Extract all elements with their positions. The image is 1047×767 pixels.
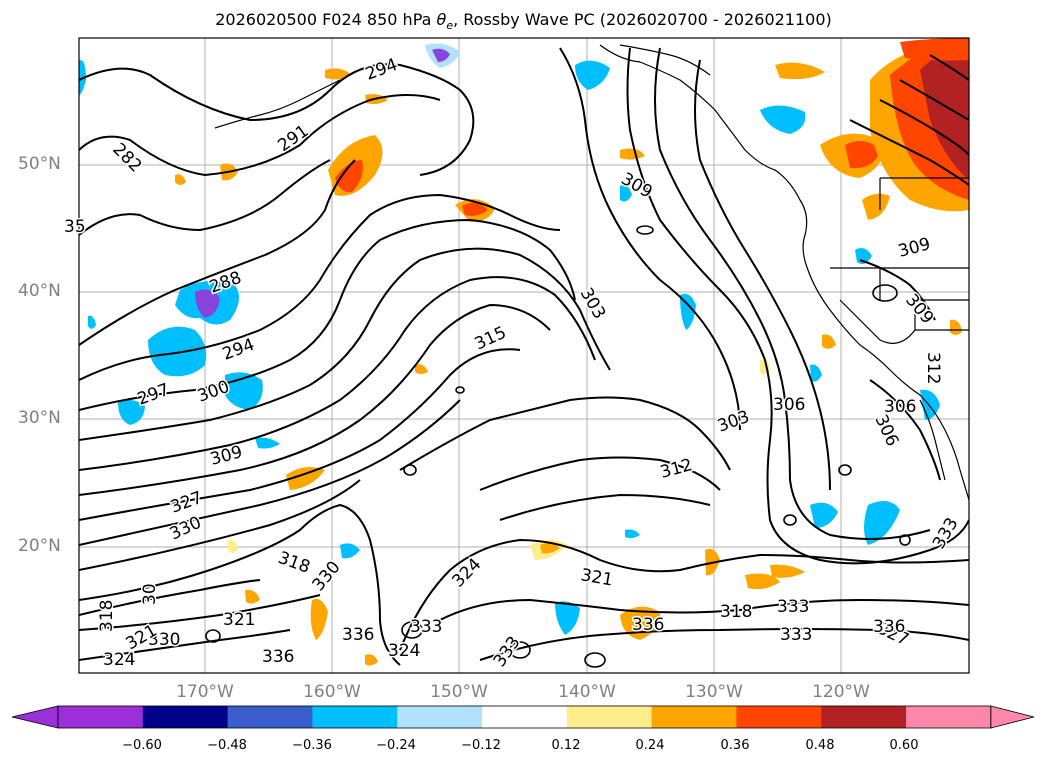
colorbar-extend-high [990,705,1035,729]
cbar-tick-2: −0.48 [207,738,247,753]
map-frame [78,37,970,674]
lat-label-50n: 50°N [18,154,61,174]
contour-label: 324 [388,641,420,661]
contour-label: 306 [884,397,916,417]
colorbar-segment [482,706,568,728]
contour-label: 336 [632,615,664,635]
colorbar-segment [736,706,822,728]
lat-label-40n: 40°N [18,281,61,301]
cbar-tick-10: 0.60 [889,738,919,753]
colorbar-segment [142,706,229,728]
lat-label-20n: 20°N [18,536,61,556]
lon-label-140w: 140°W [558,682,616,702]
cbar-tick-1: −0.60 [122,738,162,753]
lon-label-130w: 130°W [685,682,743,702]
lon-label-120w: 120°W [812,682,870,702]
contour-label: 333 [410,617,442,637]
contour-label: 330 [148,630,180,650]
lon-label-170w: 170°W [176,682,234,702]
cbar-tick-7: 0.24 [635,738,665,753]
contour-cells [205,225,911,668]
colorbar-segment [566,706,653,728]
title-subscript: e [446,19,454,33]
contour-label: 333 [777,597,809,617]
cbar-tick-3: −0.36 [292,738,332,753]
contour-label: 306 [773,395,805,415]
title-theta: θ [436,10,447,29]
contour-label: 336 [342,625,374,645]
colorbar-border [57,705,992,729]
cbar-tick-8: 0.36 [720,738,750,753]
colorbar-segment [651,706,737,728]
colorbar-segment [397,706,483,728]
colorbar-segment [312,706,398,728]
contour-label: 318 [720,602,752,622]
cbar-tick-9: 0.48 [805,738,835,753]
colorbar-segment [227,706,313,728]
colorbar-segment [58,706,144,728]
cbar-tick-5: −0.12 [461,738,501,753]
contour-label: 336 [262,647,294,667]
lon-label-150w: 150°W [430,682,488,702]
contour-label: 336 [873,617,905,637]
lat-label-30n: 30°N [18,408,61,428]
contour-label: 312 [923,352,943,384]
contour-label: 35 [64,217,86,237]
lon-label-160w: 160°W [303,682,361,702]
contour-label: 324 [103,650,135,670]
contour-label: 318 [97,600,117,632]
shading-negative [79,43,940,635]
colorbar-segment [906,706,992,728]
cbar-tick-4: −0.24 [376,738,416,753]
colorbar [11,705,1035,729]
contour-label: 30 [140,583,160,605]
colorbar-segment [821,706,907,728]
contour-lines [79,47,969,666]
colorbar-extend-low [11,705,59,729]
map-title: 2026020500 F024 850 hPa θe, Rossby Wave … [0,10,1047,32]
title-suffix: , Rossby Wave PC (2026020700 - 202602110… [453,10,832,29]
contour-label: 321 [223,610,255,630]
title-prefix: 2026020500 F024 850 hPa [215,10,437,29]
map-panel [79,38,969,673]
contour-label: 333 [780,625,812,645]
cbar-tick-6: 0.12 [551,738,581,753]
coastlines [214,44,969,501]
